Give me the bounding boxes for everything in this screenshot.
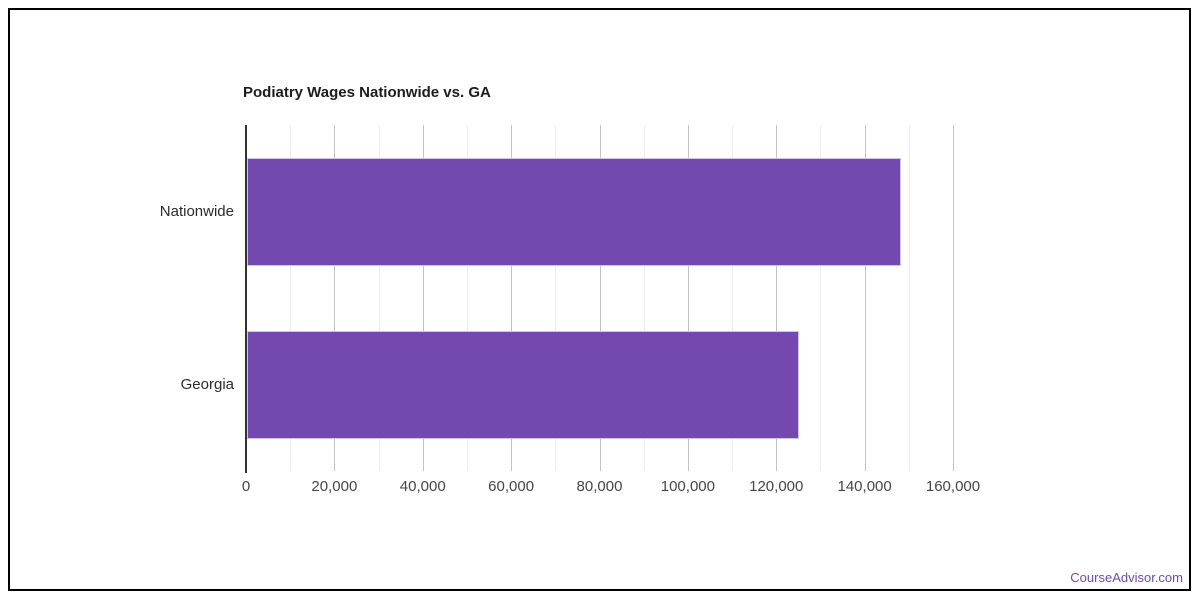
- x-tick-label: 160,000: [925, 478, 981, 495]
- x-tick-label: 100,000: [660, 478, 715, 495]
- courseadvisor-watermark-link[interactable]: CourseAdvisor.com: [1070, 570, 1183, 585]
- category-label-nationwide: Nationwide: [159, 202, 234, 220]
- gridline-minor: [820, 125, 822, 471]
- x-tick-label: 80,000: [576, 478, 623, 495]
- x-tick-label: 0: [241, 478, 251, 495]
- gridline-minor: [290, 125, 292, 471]
- x-tick-label: 40,000: [399, 478, 446, 495]
- x-tick-label: 120,000: [749, 478, 804, 495]
- gridline-minor: [732, 125, 734, 471]
- gridline-minor: [555, 125, 557, 471]
- gridline-major: [953, 125, 954, 471]
- chart-title: Podiatry Wages Nationwide vs. GA: [243, 84, 491, 101]
- gridline-major: [599, 125, 601, 471]
- gridline-major: [511, 125, 513, 471]
- gridline-major: [334, 125, 336, 471]
- bar-nationwide[interactable]: [247, 157, 901, 266]
- gridline-major: [687, 125, 689, 471]
- category-label-georgia: Georgia: [180, 375, 234, 393]
- bar-georgia[interactable]: [247, 330, 799, 439]
- x-tick-label: 20,000: [311, 478, 358, 495]
- gridline-minor: [643, 125, 645, 471]
- x-tick-label: 140,000: [837, 478, 892, 495]
- x-tick-label: 60,000: [488, 478, 535, 495]
- gridline-major: [864, 125, 866, 471]
- gridline-minor: [908, 125, 910, 471]
- gridline-minor: [466, 125, 468, 471]
- gridline-major: [776, 125, 778, 471]
- gridline-minor: [378, 125, 380, 471]
- gridline-major: [422, 125, 424, 471]
- y-axis-line: [245, 125, 247, 473]
